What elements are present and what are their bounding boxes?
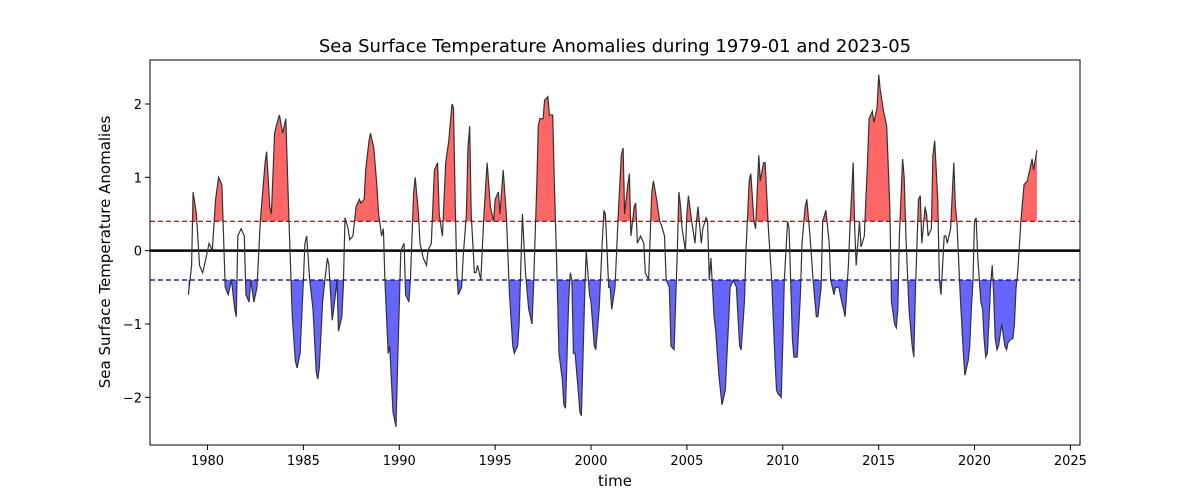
positive-anomaly-fill: [803, 199, 809, 222]
negative-anomaly-fill: [712, 280, 734, 405]
negative-anomaly-fill: [813, 280, 822, 317]
x-tick-label: 2000: [574, 454, 607, 469]
positive-anomaly-fill: [443, 104, 456, 222]
positive-anomaly-fill: [214, 177, 224, 222]
y-axis: −2 −1 0 1 2: [123, 98, 150, 406]
x-tick-label: 1980: [191, 454, 224, 469]
positive-anomaly-fill: [192, 192, 197, 222]
x-tick-label: 1985: [287, 454, 320, 469]
x-tick-label: 1995: [479, 454, 512, 469]
x-tick-label: 2015: [862, 454, 895, 469]
y-tick-label: −2: [123, 391, 142, 406]
y-axis-label: Sea Surface Temperature Anomalies: [96, 116, 114, 389]
negative-anomaly-fill: [790, 280, 801, 357]
positive-anomaly-fill: [535, 96, 556, 222]
y-tick-label: 2: [134, 98, 142, 113]
negative-anomaly-fill: [309, 280, 325, 379]
negative-anomaly-fill: [526, 280, 534, 324]
positive-anomaly-fill: [260, 115, 289, 222]
y-tick-label: −1: [123, 318, 142, 333]
negative-anomaly-fill: [959, 280, 973, 376]
x-tick-label: 2025: [1054, 454, 1087, 469]
positive-anomaly-fill: [864, 74, 890, 222]
negative-anomaly-fill: [771, 280, 785, 398]
plot-area: [150, 74, 1080, 427]
negative-anomaly-fill: [329, 280, 337, 321]
x-tick-label: 2005: [670, 454, 703, 469]
y-tick-label: 0: [134, 245, 142, 260]
x-axis-label: time: [598, 472, 632, 490]
positive-anomaly-fill: [354, 133, 380, 222]
x-tick-label: 1990: [383, 454, 416, 469]
negative-anomaly-fill: [508, 280, 521, 354]
negative-anomaly-fill: [384, 280, 400, 427]
plot-frame: [149, 59, 1081, 446]
positive-anomaly-fill: [747, 173, 754, 222]
negative-anomaly-fill: [224, 280, 232, 295]
positive-anomaly-fill: [900, 159, 906, 222]
anomaly-series-line: [187, 74, 1038, 427]
positive-anomaly-fill: [650, 181, 660, 222]
positive-anomaly-fill: [493, 170, 507, 222]
positive-anomaly-fill: [950, 162, 957, 222]
negative-anomaly-fill: [666, 280, 677, 350]
negative-anomaly-fill: [608, 280, 616, 310]
x-axis: 1980 1985 1990 1995 2000 2005 2010 2015 2020 2025: [191, 445, 1087, 469]
x-tick-label: 2010: [766, 454, 799, 469]
positive-anomaly-fill: [483, 162, 494, 222]
chart-title: Sea Surface Temperature Anomalies during…: [319, 36, 911, 57]
negative-anomaly-fill: [992, 280, 1017, 350]
negative-anomaly-fill: [250, 280, 258, 302]
negative-anomaly-fill: [891, 280, 899, 328]
x-tick-label: 2020: [958, 454, 991, 469]
negative-anomaly-fill: [588, 280, 601, 350]
y-tick-label: 1: [134, 171, 142, 186]
negative-anomaly-fill: [557, 280, 570, 409]
